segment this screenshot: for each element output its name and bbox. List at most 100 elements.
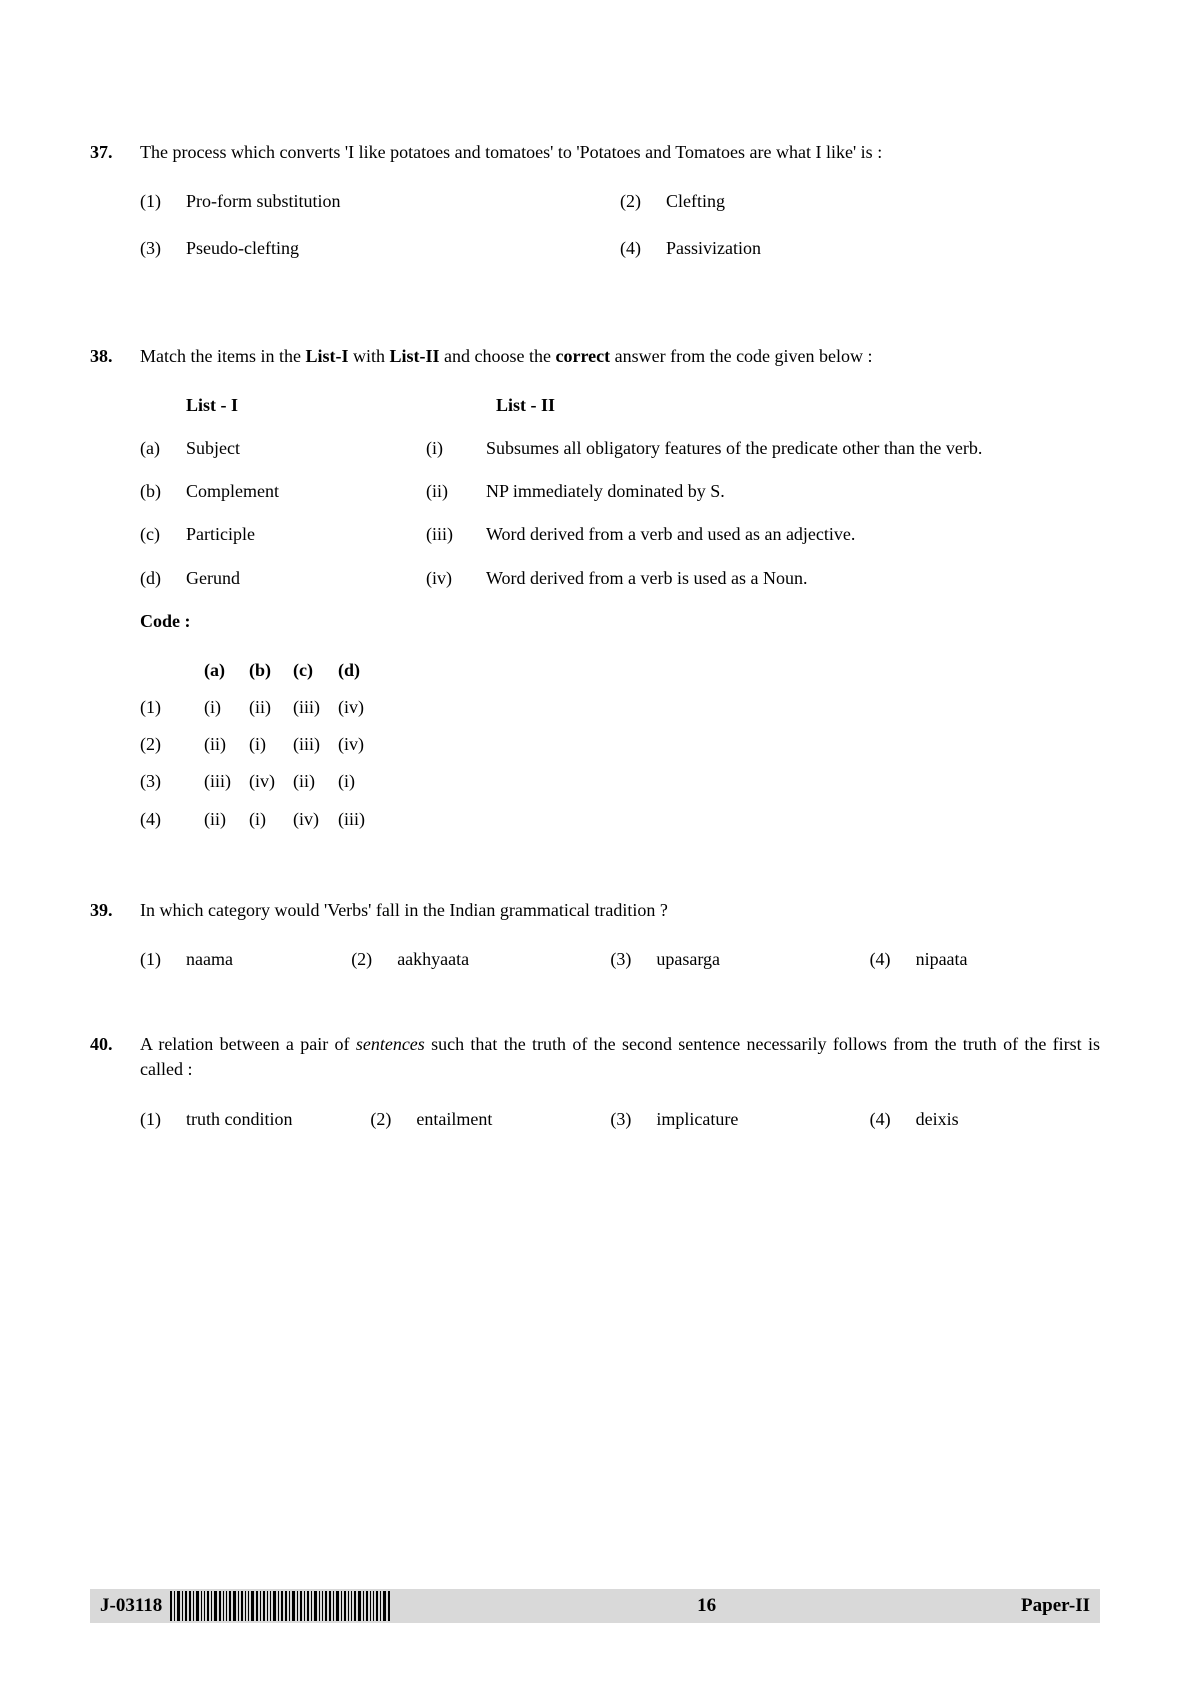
code-cell: (iv): [249, 763, 293, 800]
option-number: (4): [870, 1107, 916, 1132]
question-number: 39.: [90, 898, 140, 972]
code-table: (a) (b) (c) (d) (1) (i) (ii) (iii) (iv): [140, 652, 383, 838]
option-text: Pro-form substitution: [186, 189, 341, 214]
l2-label: (iv): [426, 566, 486, 591]
code-cell: (iv): [293, 801, 338, 838]
option-number: (1): [140, 1107, 186, 1132]
l2-label: (i): [426, 436, 486, 461]
question-39: 39. In which category would 'Verbs' fall…: [90, 898, 1100, 972]
question-body: In which category would 'Verbs' fall in …: [140, 898, 1100, 972]
code-row-num: (2): [140, 726, 204, 763]
options: (1) Pro-form substitution (2) Clefting (…: [140, 189, 1100, 283]
code-cell: (iii): [293, 689, 338, 726]
option-number: (4): [870, 947, 916, 972]
question-text: Match the items in the List-I with List-…: [140, 344, 1100, 369]
code-header: (d): [338, 652, 383, 689]
code-header: (c): [293, 652, 338, 689]
question-text: In which category would 'Verbs' fall in …: [140, 898, 1100, 923]
code-cell: (iv): [338, 726, 383, 763]
code-row-num: (1): [140, 689, 204, 726]
code-header: (b): [249, 652, 293, 689]
question-text: The process which converts 'I like potat…: [140, 140, 1100, 165]
code-row-num: (3): [140, 763, 204, 800]
question-number: 40.: [90, 1032, 140, 1132]
l1-text: Complement: [186, 479, 426, 504]
l2-label: (iii): [426, 522, 486, 547]
option-4: (4) deixis: [870, 1107, 1100, 1132]
qtext-part: answer from the code given below :: [610, 346, 872, 366]
code-cell: (iii): [293, 726, 338, 763]
option-number: (1): [140, 189, 186, 214]
question-number: 37.: [90, 140, 140, 284]
l1-label: (c): [140, 522, 186, 547]
qtext-bold: List-II: [390, 346, 440, 366]
match-row-a: (a) Subject (i) Subsumes all obligatory …: [140, 436, 1100, 461]
qtext-part: A relation between a pair of: [140, 1034, 356, 1054]
code-cell: (iii): [338, 801, 383, 838]
page-number: 16: [392, 1593, 1021, 1620]
match-row-c: (c) Participle (iii) Word derived from a…: [140, 522, 1100, 547]
l2-text: Subsumes all obligatory features of the …: [486, 436, 1100, 461]
option-number: (3): [140, 236, 186, 261]
option-text: naama: [186, 947, 233, 972]
page-footer: J-03118 16 Paper-II: [90, 1589, 1100, 1623]
option-3: (3) implicature: [610, 1107, 869, 1132]
option-4: (4) nipaata: [870, 947, 1100, 972]
code-cell: (iii): [204, 763, 249, 800]
option-1: (1) naama: [140, 947, 351, 972]
option-2: (2) Clefting: [620, 189, 1100, 214]
option-text: nipaata: [916, 947, 968, 972]
match-row-b: (b) Complement (ii) NP immediately domin…: [140, 479, 1100, 504]
qtext-part: with: [348, 346, 389, 366]
question-38: 38. Match the items in the List-I with L…: [90, 344, 1100, 838]
code-header-row: (a) (b) (c) (d): [140, 652, 383, 689]
code-cell: (ii): [204, 726, 249, 763]
option-3: (3) Pseudo-clefting: [140, 236, 620, 261]
qtext-part: Match the items in the: [140, 346, 305, 366]
question-body: Match the items in the List-I with List-…: [140, 344, 1100, 838]
question-40: 40. A relation between a pair of sentenc…: [90, 1032, 1100, 1132]
option-text: Clefting: [666, 189, 725, 214]
option-text: upasarga: [656, 947, 720, 972]
barcode-icon: [170, 1591, 392, 1621]
option-1: (1) truth condition: [140, 1107, 370, 1132]
code-cell: (ii): [293, 763, 338, 800]
option-1: (1) Pro-form substitution: [140, 189, 620, 214]
option-number: (1): [140, 947, 186, 972]
option-4: (4) Passivization: [620, 236, 1100, 261]
question-text: A relation between a pair of sentences s…: [140, 1032, 1100, 1082]
code-cell: (ii): [249, 689, 293, 726]
l1-text: Participle: [186, 522, 426, 547]
l1-text: Gerund: [186, 566, 426, 591]
code-cell: (i): [249, 726, 293, 763]
list2-header: List - II: [486, 393, 1100, 418]
option-text: aakhyaata: [397, 947, 469, 972]
option-number: (3): [610, 1107, 656, 1132]
code-cell: (i): [249, 801, 293, 838]
list1-header: List - I: [186, 393, 426, 418]
options: (1) truth condition (2) entailment (3) i…: [140, 1107, 1100, 1132]
match-row-d: (d) Gerund (iv) Word derived from a verb…: [140, 566, 1100, 591]
l2-label: (ii): [426, 479, 486, 504]
question-body: A relation between a pair of sentences s…: [140, 1032, 1100, 1132]
exam-page: 37. The process which converts 'I like p…: [0, 0, 1190, 1683]
footer-id-block: J-03118: [100, 1591, 392, 1621]
l2-text: Word derived from a verb is used as a No…: [486, 566, 1100, 591]
option-number: (4): [620, 236, 666, 261]
code-cell: (i): [204, 689, 249, 726]
question-37: 37. The process which converts 'I like p…: [90, 140, 1100, 284]
code-cell: (i): [338, 763, 383, 800]
qtext-bold: correct: [555, 346, 610, 366]
list-headers: List - I List - II: [140, 393, 1100, 418]
code-header: (a): [204, 652, 249, 689]
qtext-bold: List-I: [305, 346, 348, 366]
option-number: (2): [370, 1107, 416, 1132]
option-text: truth condition: [186, 1107, 293, 1132]
question-body: The process which converts 'I like potat…: [140, 140, 1100, 284]
l1-text: Subject: [186, 436, 426, 461]
option-text: entailment: [416, 1107, 492, 1132]
option-number: (2): [620, 189, 666, 214]
option-3: (3) upasarga: [610, 947, 869, 972]
l2-text: Word derived from a verb and used as an …: [486, 522, 1100, 547]
qtext-part: and choose the: [440, 346, 556, 366]
